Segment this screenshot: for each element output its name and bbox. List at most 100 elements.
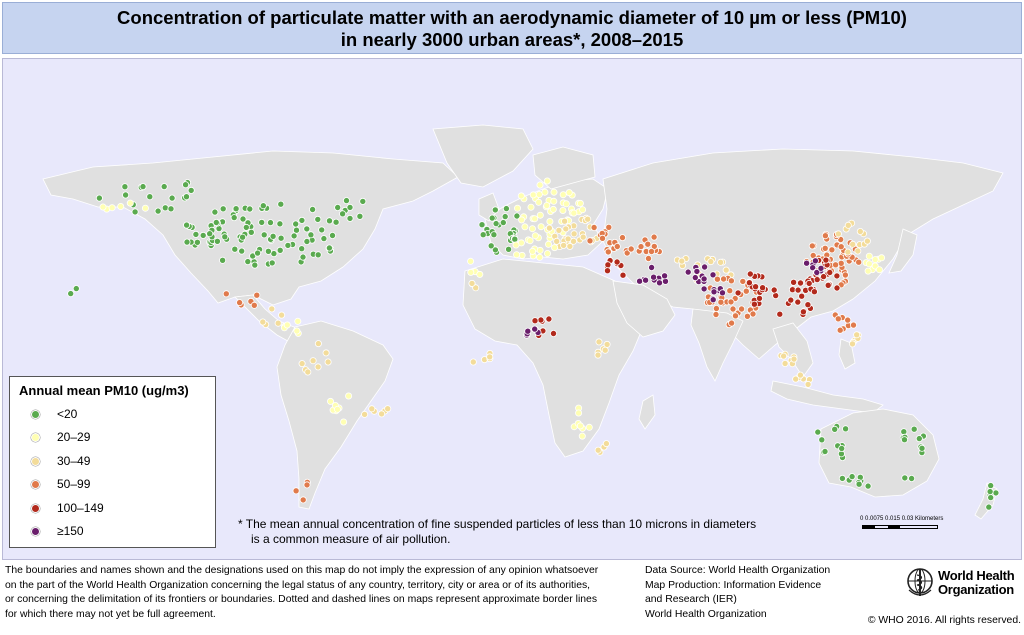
city-dot [722,266,730,274]
city-dot [700,285,708,293]
city-dot [222,290,230,298]
city-dot [346,203,354,211]
city-dot [328,231,336,239]
city-dot [219,256,227,264]
city-dot [584,215,592,223]
city-dot [517,192,525,200]
city-dot [817,264,825,272]
city-dot [864,267,872,275]
city-dot [603,340,611,348]
city-dot [253,291,261,299]
city-dot [650,273,658,281]
city-dot [531,317,539,325]
city-dot [467,268,475,276]
city-dot [713,275,721,283]
copyright: © WHO 2016. All rights reserved. [867,615,1021,626]
city-dot [531,215,539,223]
city-dot [199,231,207,239]
city-dot [346,214,354,222]
city-dot [303,481,311,489]
city-dot [813,276,821,284]
city-dot [528,225,536,233]
city-dot [246,205,254,213]
city-dot [274,319,282,327]
city-dot [645,254,653,262]
scale-bar: 0 0.0075 0.015 0.03 Kilometers [860,516,980,540]
city-dot [292,220,300,228]
city-dot [292,487,300,495]
city-dot [322,349,330,357]
city-dot [776,310,784,318]
city-dot [535,198,543,206]
city-dot [850,321,858,329]
city-dot [637,243,645,251]
world-map[interactable] [3,59,1022,560]
city-dot [231,245,239,253]
south-america [276,320,394,510]
city-dot [575,409,583,417]
city-dot [726,287,734,295]
city-dot [821,232,829,240]
source-line-1: Data Source: World Health Organization [645,565,831,576]
city-dot [259,202,267,210]
city-dot [545,315,553,323]
city-dot [794,286,802,294]
city-dot [168,194,176,202]
legend-label-ge150: ≥150 [57,524,84,538]
city-dot [309,357,317,365]
city-dot [309,205,317,213]
city-dot [837,243,845,251]
city-dot [562,200,570,208]
city-dot [298,245,306,253]
scale-bar-rule [862,525,938,529]
title-line-2: in nearly 3000 urban areas*, 2008–2015 [340,29,684,50]
city-dot [342,197,350,205]
city-dot [487,242,495,250]
city-dot [167,205,175,213]
city-dot [550,329,558,337]
city-dot [822,256,830,264]
city-dot [551,244,559,252]
legend-item-20-29: 20–29 [31,429,90,445]
city-dot [700,275,708,283]
city-dot [303,237,311,245]
city-dot [759,284,767,292]
city-dot [182,181,190,189]
city-dot [512,241,520,249]
city-dot [527,203,535,211]
city-dot [992,489,1000,497]
city-dot [537,316,545,324]
city-dot [332,218,340,226]
legend-item-100-149: 100–149 [31,500,104,516]
city-dot [826,268,834,276]
city-dot [908,474,916,482]
city-dot [259,318,267,326]
city-dot [918,444,926,452]
city-dot [268,259,276,267]
city-dot [648,263,656,271]
city-dot [213,237,221,245]
city-dot [808,242,816,250]
city-dot [239,233,247,241]
city-dot [232,205,240,213]
city-dot [478,221,486,229]
city-dot [576,422,584,430]
city-dot [479,231,487,239]
city-dot [294,317,302,325]
city-dot [550,188,558,196]
city-dot [345,392,353,400]
city-dot [491,246,499,254]
city-dot [513,204,521,212]
city-dot [559,191,567,199]
southeast-asia [772,322,814,378]
legend-label-100-149: 100–149 [57,501,104,515]
city-dot [314,340,322,348]
city-dot [838,474,846,482]
city-dot [804,380,812,388]
city-dot [590,223,598,231]
city-dot [750,300,758,308]
city-dot [844,248,852,256]
city-dot [526,237,534,245]
city-dot [212,218,220,226]
who-emblem-icon [907,568,933,596]
